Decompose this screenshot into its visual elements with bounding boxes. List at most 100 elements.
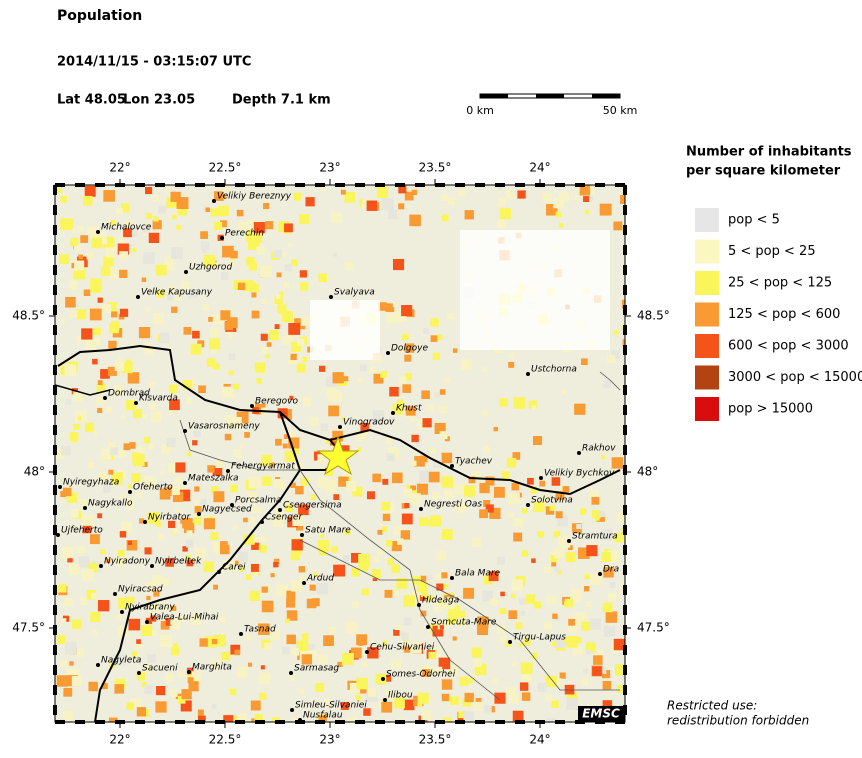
population-cell [521, 692, 531, 701]
population-cell [402, 333, 409, 341]
city-label: Stramtura [572, 532, 618, 542]
population-cell [149, 381, 155, 388]
frame-segment [515, 720, 525, 724]
population-cell [426, 575, 432, 581]
population-cell [443, 597, 455, 609]
legend-swatch [695, 397, 719, 421]
population-cell [572, 612, 585, 625]
population-cell [124, 220, 132, 228]
city-dot [212, 199, 216, 203]
population-cell [497, 188, 502, 193]
population-cell [66, 668, 79, 681]
population-cell [508, 694, 519, 704]
city-dot [450, 464, 454, 468]
population-cell [439, 431, 448, 440]
population-cell [150, 411, 162, 423]
population-cell [392, 258, 405, 271]
city-dot [83, 506, 87, 510]
population-cell [165, 618, 174, 626]
population-cell [177, 696, 186, 704]
population-cell [566, 636, 579, 648]
population-cell [591, 496, 600, 505]
population-cell [226, 317, 238, 329]
frame-segment [623, 365, 627, 375]
population-cell [143, 665, 152, 674]
population-cell [213, 491, 225, 503]
population-cell [286, 598, 296, 608]
city-dot [329, 295, 333, 299]
population-cell [373, 556, 379, 563]
population-cell [479, 509, 488, 519]
x-tick-label: 23.5° [419, 161, 452, 175]
legend-swatch [695, 365, 719, 390]
population-cell [570, 589, 582, 601]
population-cell [419, 575, 427, 583]
datetime: 2014/11/15 - 03:15:07 UTC [57, 55, 251, 70]
population-cell [515, 622, 523, 630]
population-cell [575, 637, 582, 644]
population-cell [296, 363, 306, 373]
city-dot [381, 677, 385, 681]
population-cell [224, 433, 232, 441]
population-cell [497, 625, 506, 634]
frame-segment [55, 183, 65, 187]
population-cell [428, 471, 440, 483]
population-cell [180, 281, 190, 290]
population-cell [621, 299, 625, 309]
population-cell [346, 481, 357, 492]
population-cell [77, 545, 86, 554]
population-cell [613, 221, 623, 231]
frame-segment [623, 505, 627, 515]
population-cell [602, 602, 613, 613]
city-label: Valea-Lui-Mihai [150, 613, 219, 623]
population-cell [132, 409, 143, 419]
city-label: Csenger [265, 513, 303, 523]
population-cell [262, 476, 272, 486]
population-cell [70, 237, 79, 246]
population-cell [400, 530, 411, 540]
population-cell [248, 476, 261, 489]
city-dot [184, 270, 188, 274]
population-cell [197, 709, 204, 716]
city-label: Nyiradony [104, 557, 151, 567]
population-cell [351, 552, 361, 563]
population-cell [484, 721, 497, 722]
population-cell [574, 403, 586, 415]
population-cell [193, 430, 202, 438]
population-cell [369, 367, 377, 374]
population-cell [117, 243, 129, 255]
population-cell [288, 437, 300, 449]
frame-segment [75, 720, 85, 724]
population-cell [411, 189, 417, 196]
population-cell [494, 692, 506, 704]
population-cell [137, 445, 145, 454]
population-cell [82, 514, 94, 526]
population-cell [164, 256, 174, 267]
frame-segment [53, 565, 57, 575]
frame-segment [53, 705, 57, 715]
population-cell [404, 503, 410, 509]
population-cell [578, 547, 590, 559]
population-cell [436, 334, 443, 341]
population-cell [589, 618, 601, 630]
population-cell [417, 418, 428, 430]
population-cell [414, 455, 425, 467]
population-cell [443, 489, 454, 500]
population-cell [392, 403, 404, 415]
frame-segment [435, 183, 445, 187]
population-cell [399, 376, 407, 384]
population-cell [111, 311, 118, 318]
population-cell [434, 603, 443, 612]
population-cell [126, 498, 134, 506]
population-cell [148, 442, 155, 449]
city-dot [298, 718, 302, 722]
population-cell [264, 642, 273, 651]
population-cell [73, 267, 86, 280]
population-cell [155, 701, 167, 713]
population-cell [92, 338, 101, 347]
frame-segment [455, 720, 465, 724]
population-cell [610, 595, 615, 600]
population-cell [543, 621, 552, 630]
population-cell [506, 457, 517, 468]
